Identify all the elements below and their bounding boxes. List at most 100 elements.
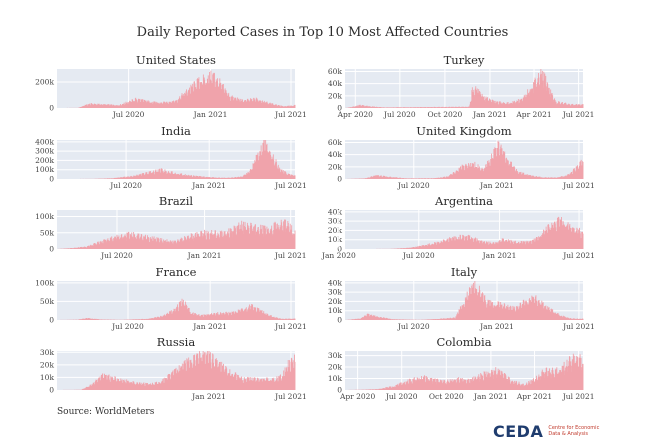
panel-france: France 0 50k 100k Jul 2020 Jan 2021 Jul 2021 xyxy=(35,265,307,331)
x-tick-label: Oct 2020 xyxy=(429,392,464,401)
y-tick-label: 40k xyxy=(328,150,343,159)
panel-russia: Russia 0 10k 20k 30k Jan 2021 Jul 2021 xyxy=(40,335,307,401)
daily-case-bars xyxy=(58,140,296,179)
x-tick-label: Jan 2021 xyxy=(482,251,517,260)
y-tick-label: 0 xyxy=(337,175,342,184)
y-tick-label: 40k xyxy=(328,278,343,287)
x-tick-label: Apr 2021 xyxy=(516,392,552,401)
y-tick-label: 10k xyxy=(328,235,343,244)
y-tick-label: 300k xyxy=(35,147,54,156)
panel-united-kingdom: United Kingdom 0 20k 40k 60k Jul 2020 Jan 2021… xyxy=(328,124,595,190)
y-tick-label: 30k xyxy=(328,288,343,297)
panel-title: Colombia xyxy=(436,335,491,349)
y-tick-label: 20k xyxy=(328,297,343,306)
y-tick-label: 400k xyxy=(35,137,54,146)
panel-title: India xyxy=(161,124,191,138)
y-tick-label: 200k xyxy=(35,156,54,165)
x-tick-label: Jul 2020 xyxy=(385,392,418,401)
logo-tagline: Centre for Economic Data & Analysis xyxy=(548,425,600,437)
y-tick-label: 0 xyxy=(49,104,54,113)
daily-case-bars xyxy=(367,216,584,249)
daily-case-bars xyxy=(345,353,584,390)
x-tick-label: Jul 2021 xyxy=(562,392,595,401)
y-tick-label: 20k xyxy=(328,162,343,171)
x-tick-label: Jul 2020 xyxy=(112,110,145,119)
y-tick-label: 20k xyxy=(328,91,343,100)
y-tick-label: 30k xyxy=(328,217,343,226)
y-tick-label: 200k xyxy=(35,78,54,87)
panel-colombia: Colombia 0 10k 20k 30k Apr 2020 Jul 2020 Oct 20… xyxy=(328,335,595,401)
y-tick-label: 100k xyxy=(35,278,54,287)
y-tick-label: 40k xyxy=(328,207,343,216)
y-tick-label: 0 xyxy=(49,316,54,325)
x-tick-label: Oct 2020 xyxy=(427,110,462,119)
x-tick-label: Jul 2021 xyxy=(274,392,307,401)
logo-mark: CEDA xyxy=(493,421,544,441)
x-tick-label: Apr 2020 xyxy=(339,392,376,401)
x-tick-label: Apr 2020 xyxy=(337,110,374,119)
x-tick-label: Jan 2021 xyxy=(479,181,514,190)
x-tick-label: Jul 2020 xyxy=(111,322,144,331)
y-tick-label: 10k xyxy=(328,374,343,383)
y-tick-label: 50k xyxy=(40,228,55,237)
x-tick-label: Jul 2021 xyxy=(274,322,307,331)
y-tick-label: 0 xyxy=(337,104,342,113)
y-tick-label: 20k xyxy=(328,363,343,372)
y-tick-label: 100k xyxy=(35,165,54,174)
y-tick-label: 20k xyxy=(328,226,343,235)
panel-title: Turkey xyxy=(444,53,485,67)
x-tick-label: Jul 2021 xyxy=(562,110,595,119)
y-tick-label: 0 xyxy=(49,386,54,395)
panel-title: Argentina xyxy=(434,194,493,208)
x-tick-label: Jan 2021 xyxy=(193,110,228,119)
daily-case-bars xyxy=(57,219,296,249)
x-tick-label: Jan 2021 xyxy=(192,322,227,331)
x-tick-label: Jul 2020 xyxy=(402,251,435,260)
x-tick-label: Jul 2021 xyxy=(562,181,595,190)
x-tick-label: Jul 2021 xyxy=(562,251,595,260)
y-tick-label: 50k xyxy=(40,297,55,306)
y-tick-label: 10k xyxy=(328,306,343,315)
y-tick-label: 30k xyxy=(328,351,343,360)
y-tick-label: 30k xyxy=(40,348,55,357)
x-tick-label: Jul 2020 xyxy=(397,181,430,190)
x-tick-label: Jul 2020 xyxy=(383,110,416,119)
x-tick-label: Jan 2021 xyxy=(191,392,226,401)
y-tick-label: 10k xyxy=(40,373,55,382)
ceda-logo: CEDA Centre for Economic Data & Analysis xyxy=(493,421,608,441)
daily-case-bars xyxy=(57,298,296,320)
x-tick-label: Apr 2021 xyxy=(515,110,551,119)
y-tick-label: 0 xyxy=(337,386,342,395)
panel-turkey: Turkey 0 20k 40k 60k Apr 2020 Jul 2020 Oct 2020… xyxy=(328,53,595,119)
y-tick-label: 0 xyxy=(49,245,54,254)
chart-title: Daily Reported Cases in Top 10 Most Affe… xyxy=(136,25,509,40)
daily-case-bars xyxy=(345,69,584,108)
y-tick-label: 100k xyxy=(35,212,54,221)
x-tick-label: Jul 2021 xyxy=(274,251,307,260)
panel-title: France xyxy=(156,265,197,279)
source-note: Source: WorldMeters xyxy=(57,407,155,417)
y-tick-label: 0 xyxy=(49,175,54,184)
x-tick-label: Jul 2020 xyxy=(100,251,133,260)
daily-case-bars xyxy=(57,351,296,390)
y-tick-label: 0 xyxy=(337,316,342,325)
panel-title: Italy xyxy=(451,265,478,279)
x-tick-label: Jan 2021 xyxy=(187,251,222,260)
daily-case-bars xyxy=(345,140,584,179)
x-tick-label: Jul 2021 xyxy=(562,322,595,331)
x-tick-label: Jul 2020 xyxy=(397,322,430,331)
panel-title: Brazil xyxy=(159,194,194,208)
panel-title: Russia xyxy=(157,335,196,349)
x-tick-label: Jul 2021 xyxy=(274,181,307,190)
y-tick-label: 60k xyxy=(328,67,343,76)
x-tick-label: Jan 2021 xyxy=(479,322,514,331)
y-tick-label: 0 xyxy=(337,245,342,254)
panel-united-states: United States 0 200k Jul 2020 Jan 2021 Jul 20… xyxy=(35,53,307,119)
y-tick-label: 40k xyxy=(328,79,343,88)
panel-title: United States xyxy=(136,53,216,67)
